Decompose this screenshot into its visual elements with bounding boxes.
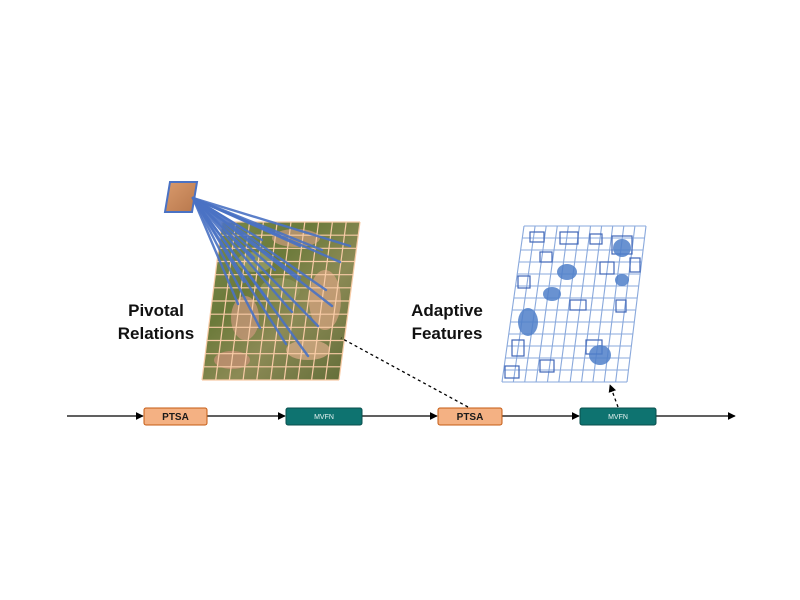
adaptive-grid-vline (580, 225, 603, 383)
adaptive-cell (517, 275, 531, 289)
relation-line (191, 196, 240, 306)
mvfn-block-2 (579, 407, 657, 426)
adaptive-cell (599, 261, 615, 275)
pivotal-relations-figure: Pivotal Relations (118, 181, 361, 381)
adaptive-grid-vline (546, 225, 569, 383)
adaptive-features-figure: Adaptive Features (411, 225, 647, 383)
adaptive-cell (539, 359, 555, 373)
relation-line (191, 196, 288, 346)
mvfn-block-1 (285, 407, 363, 426)
relation-line (191, 196, 334, 308)
adaptive-cell (504, 365, 520, 379)
adaptive-grid-vline (569, 225, 592, 383)
ptsa-to-relations-connector (340, 337, 469, 408)
relation-line (191, 196, 310, 358)
ptsa-block-2-label: PTSA (457, 412, 484, 423)
adaptive-cell (615, 299, 627, 313)
pivot-patch (163, 181, 199, 213)
pivotal-relation-lines (191, 196, 352, 358)
adaptive-cell (569, 299, 587, 311)
adaptive-grid-vline (535, 225, 558, 383)
adaptive-cell (539, 251, 553, 263)
adaptive-grid-vline (501, 225, 525, 383)
feature-map (502, 226, 646, 382)
adaptive-label-line2: Features (412, 324, 483, 343)
pivotal-label-line2: Relations (118, 324, 195, 343)
mvfn-to-features-connector (608, 384, 619, 408)
adaptive-label-line1: Adaptive (411, 301, 483, 320)
pivotal-label-line1: Pivotal (128, 301, 184, 320)
adaptive-grid-vline (558, 225, 580, 383)
relation-line (191, 196, 352, 248)
adaptive-cell (529, 231, 545, 243)
mvfn-block-2-label: MVFN (608, 414, 628, 421)
ptsa-block-1-label: PTSA (162, 412, 189, 423)
adaptive-cell (629, 257, 641, 273)
adaptive-cell (559, 231, 579, 245)
mvfn-block-1-label: MVFN (314, 414, 334, 421)
adaptive-cell (511, 339, 525, 357)
relation-line (191, 196, 294, 314)
adaptive-grid-vline (626, 225, 647, 383)
adaptive-cell (589, 233, 603, 245)
relation-line (191, 196, 328, 292)
ptsa-block-1 (143, 407, 208, 426)
relation-line (191, 196, 320, 328)
ptsa-block-2 (437, 407, 503, 426)
relation-line (191, 196, 262, 330)
pipeline: PTSA MVFN PTSA MVFN (67, 337, 736, 426)
feature-blobs (518, 239, 631, 365)
relation-line (191, 196, 342, 264)
